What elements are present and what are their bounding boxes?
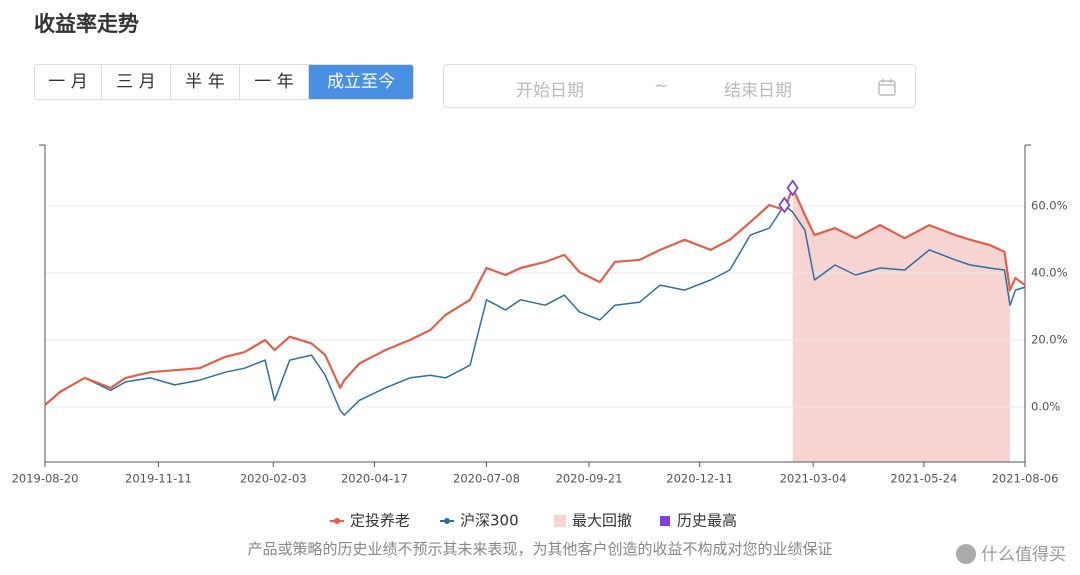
legend-swatch xyxy=(554,515,566,527)
range-button[interactable]: 一 年 xyxy=(240,65,309,99)
legend-label: 沪深300 xyxy=(460,512,519,530)
x-tick-label: 2020-04-17 xyxy=(341,472,408,486)
range-button[interactable]: 三 月 xyxy=(102,65,171,99)
x-tick-label: 2020-07-08 xyxy=(453,472,520,486)
x-tick-label: 2019-11-11 xyxy=(125,472,192,486)
range-button[interactable]: 半 年 xyxy=(171,65,240,99)
series-line xyxy=(44,204,1026,416)
x-tick-label: 2020-09-21 xyxy=(556,472,623,486)
peak-marker xyxy=(786,179,799,197)
x-tick-label: 2020-12-11 xyxy=(666,472,733,486)
legend-label: 历史最高 xyxy=(677,512,737,530)
series-line xyxy=(44,186,1026,406)
x-tick-label: 2021-08-06 xyxy=(992,472,1059,486)
range-button[interactable]: 成立至今 xyxy=(309,65,413,99)
legend-dot xyxy=(444,518,450,524)
x-tick-label: 2019-08-20 xyxy=(12,472,79,486)
range-button[interactable]: 一 月 xyxy=(35,65,102,99)
page-title: 收益率走势 xyxy=(34,12,139,36)
end-date[interactable]: 结束日期 xyxy=(724,81,792,101)
disclaimer: 产品或策略的历史业绩不预示其未来表现，为其他客户创造的收益不构成对您的业绩保证 xyxy=(247,540,833,558)
drawdown-area xyxy=(792,187,1010,462)
start-date[interactable]: 开始日期 xyxy=(516,81,584,101)
legend-swatch xyxy=(660,516,670,526)
watermark: 什么值得买 xyxy=(956,540,1066,565)
watermark-text: 什么值得买 xyxy=(981,545,1066,565)
y-tick-label: 60.0% xyxy=(1031,198,1068,212)
legend-label: 最大回撤 xyxy=(572,512,632,530)
date-picker[interactable]: 开始日期 ~ 结束日期 xyxy=(443,64,916,108)
y-tick-label: 20.0% xyxy=(1031,333,1068,347)
y-tick-label: 0.0% xyxy=(1031,400,1060,414)
x-tick-label: 2021-05-24 xyxy=(890,472,957,486)
y-tick-label: 40.0% xyxy=(1031,266,1068,280)
calendar-icon[interactable] xyxy=(878,78,896,96)
range-buttons: 一 月三 月半 年一 年成立至今 xyxy=(34,64,414,100)
x-tick-label: 2020-02-03 xyxy=(240,472,307,486)
peak-marker xyxy=(778,196,791,214)
legend-dot xyxy=(334,518,340,524)
x-tick-label: 2021-03-04 xyxy=(780,472,847,486)
legend-label: 定投养老 xyxy=(350,512,410,530)
date-separator: ~ xyxy=(654,76,669,96)
